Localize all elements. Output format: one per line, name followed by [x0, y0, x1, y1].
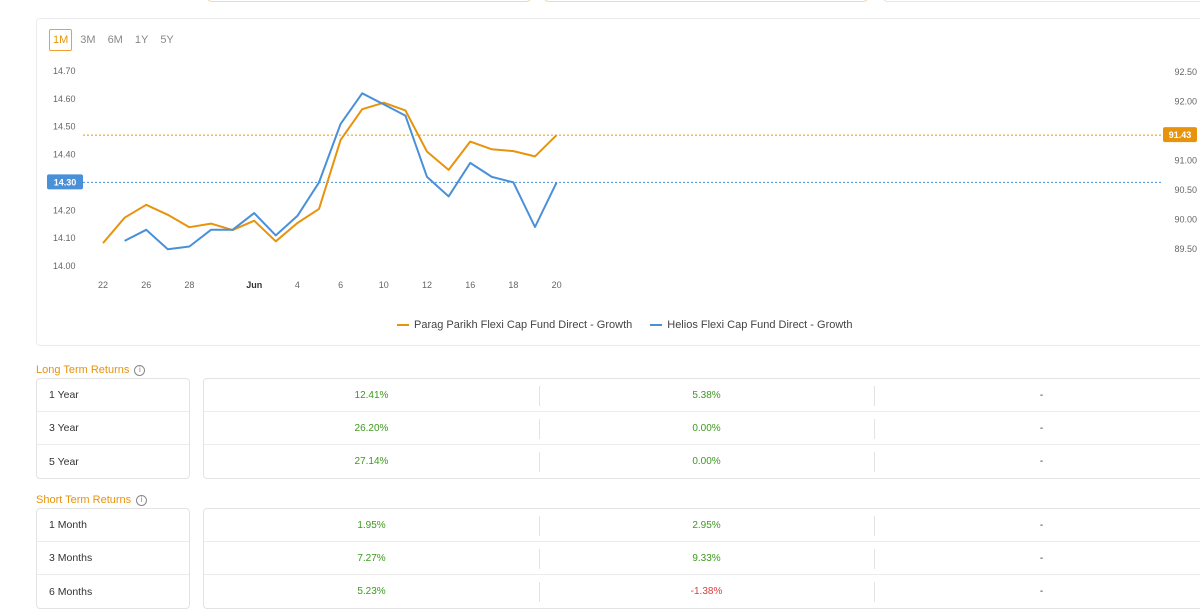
legend-label-ppfas: Parag Parikh Flexi Cap Fund Direct - Gro…: [414, 319, 633, 331]
x-axis-tick: 22: [98, 280, 108, 290]
return-value: 1.95%: [357, 519, 386, 531]
return-value: 27.14%: [354, 456, 389, 467]
chart-legend: Parag Parikh Flexi Cap Fund Direct - Gro…: [397, 319, 852, 331]
ppfas-end-label: 91.43: [1169, 130, 1192, 140]
info-icon[interactable]: i: [136, 494, 148, 506]
table-row: 27.14% 0.00% -: [204, 445, 1200, 478]
row-label: 3 Months: [37, 542, 189, 575]
range-1m[interactable]: 1M: [49, 29, 73, 51]
right-axis-tick: 92.00: [1174, 97, 1197, 107]
table-row: 12.41% 5.38% -: [204, 379, 1200, 412]
return-value: 5.23%: [357, 586, 386, 597]
return-value: 7.27%: [357, 552, 386, 564]
short-term-title: Short Term Returns i: [36, 494, 148, 506]
x-axis-tick: 26: [141, 280, 151, 290]
right-axis-tick: 91.00: [1174, 156, 1197, 166]
row-label: 6 Months: [49, 585, 93, 598]
nav-line-chart[interactable]: 14.70 14.60 14.50 14.40 14.30 14.20 14.10 14.00…: [37, 19, 1200, 347]
left-axis-tick: 14.50: [53, 122, 76, 132]
long-term-title: Long Term Returns i: [36, 364, 146, 376]
range-3m[interactable]: 3M: [80, 34, 96, 46]
return-value: -1.38%: [539, 582, 874, 602]
left-axis-tick: 14.00: [53, 261, 76, 271]
row-label: 1 Year: [37, 379, 189, 412]
helios-series-line: [124, 92, 558, 251]
top-card-1: [206, 0, 532, 2]
row-label: 1 Month: [37, 509, 189, 542]
return-value: -: [874, 548, 1200, 569]
return-value: -: [874, 385, 1200, 406]
ppfas-end-label-bg: [1163, 127, 1197, 143]
table-row: 7.27% 9.33% -: [204, 542, 1200, 575]
return-value: 9.33%: [539, 548, 874, 569]
right-axis-tick: 90.00: [1174, 215, 1197, 225]
range-5y[interactable]: 5Y: [160, 34, 174, 46]
x-axis-tick: 18: [508, 280, 518, 290]
left-axis-tick: 14.70: [53, 66, 76, 76]
return-value: -: [874, 582, 1200, 602]
table-row: 5.23% -1.38% -: [204, 575, 1200, 608]
legend-label-helios: Helios Flexi Cap Fund Direct - Growth: [667, 319, 853, 331]
info-icon[interactable]: i: [134, 364, 146, 376]
return-value: 26.20%: [354, 422, 389, 434]
right-axis-tick: 90.50: [1174, 185, 1197, 195]
x-axis-tick: 10: [379, 280, 389, 290]
short-term-values: 1.95% 2.95% -7.27% 9.33% -5.23% -1.38% -: [203, 508, 1200, 609]
left-axis-tick: 14.60: [53, 94, 76, 104]
long-term-labels: 1 Year 3 Year 5 Year: [36, 378, 190, 479]
helios-end-label-bg: [47, 174, 83, 190]
return-value: -: [874, 418, 1200, 439]
long-term-values: 12.41% 5.38% -26.20% 0.00% -27.14% 0.00% -: [203, 378, 1200, 479]
ppfas-series-line: [102, 101, 558, 244]
legend-item-ppfas[interactable]: Parag Parikh Flexi Cap Fund Direct - Gro…: [397, 319, 632, 331]
x-axis-tick: 16: [465, 280, 475, 290]
table-row: 26.20% 0.00% -: [204, 412, 1200, 445]
top-card-3: [882, 0, 1200, 2]
return-value: -: [874, 452, 1200, 472]
return-value: 5.38%: [539, 385, 874, 406]
return-value: 0.00%: [539, 452, 874, 472]
range-6m[interactable]: 6M: [107, 34, 123, 46]
table-row: 1.95% 2.95% -: [204, 509, 1200, 542]
range-selector: 1M 3M 6M 1Y 5Y: [49, 29, 178, 51]
range-1y[interactable]: 1Y: [134, 34, 149, 46]
legend-swatch-ppfas: [397, 324, 409, 326]
helios-end-label: 14.30: [54, 177, 77, 187]
left-axis-tick: 14.10: [53, 233, 76, 243]
right-axis-tick: 89.50: [1174, 244, 1197, 254]
short-term-labels: 1 Month 3 Months 6 Months: [36, 508, 190, 609]
right-axis-tick: 92.50: [1174, 67, 1197, 77]
left-axis-tick: 14.20: [53, 205, 76, 215]
x-axis-tick: 20: [552, 280, 562, 290]
x-axis-tick: Jun: [246, 280, 262, 290]
return-value: 12.41%: [354, 389, 389, 401]
row-label: 5 Year: [49, 455, 79, 468]
legend-item-helios[interactable]: Helios Flexi Cap Fund Direct - Growth: [650, 319, 852, 331]
return-value: -: [874, 515, 1200, 536]
return-value: 0.00%: [539, 418, 874, 439]
top-card-2: [543, 0, 869, 2]
short-term-title-text: Short Term Returns: [36, 494, 132, 506]
chart-card: 1M 3M 6M 1Y 5Y 14.70 14.60 14.50 14.40 14.30…: [36, 18, 1200, 346]
long-term-title-text: Long Term Returns: [36, 364, 130, 376]
row-label: 3 Year: [37, 412, 189, 445]
return-value: 2.95%: [539, 515, 874, 536]
x-axis-tick: 6: [338, 280, 343, 290]
legend-swatch-helios: [650, 324, 663, 326]
x-axis-tick: 4: [295, 280, 300, 290]
x-axis-tick: 28: [184, 280, 194, 290]
left-axis-tick: 14.40: [53, 150, 76, 160]
x-axis-tick: 12: [422, 280, 432, 290]
